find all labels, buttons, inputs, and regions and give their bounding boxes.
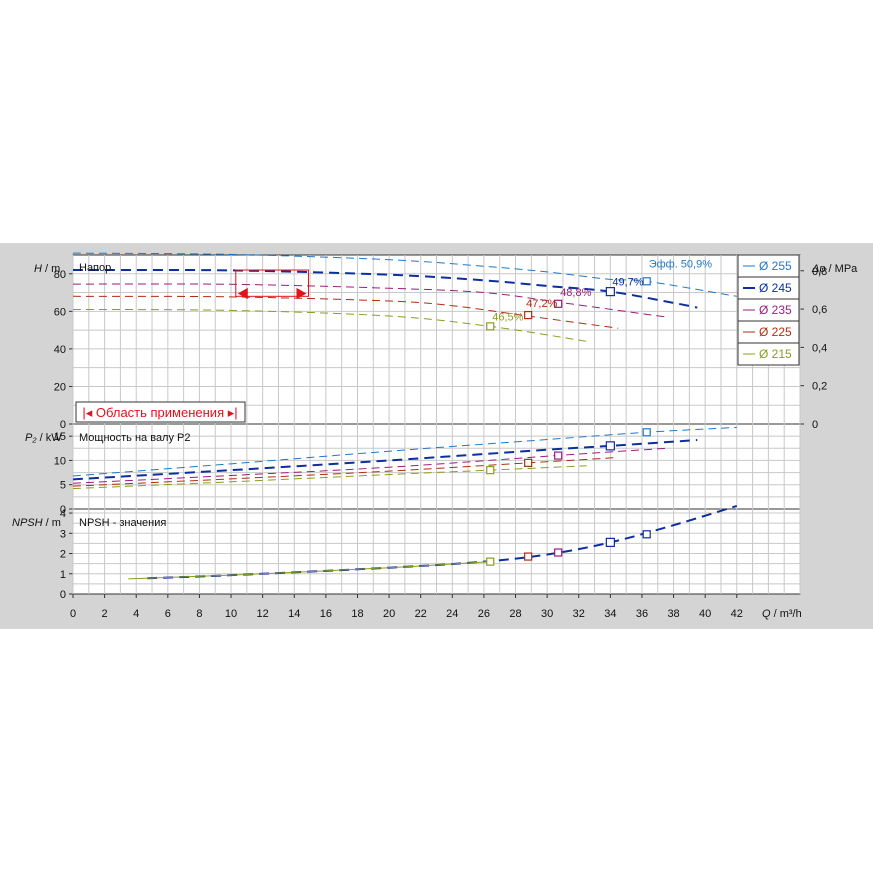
power-point-3	[524, 458, 533, 467]
mpa-tick-label: 0,6	[812, 304, 827, 316]
x-tick-label: 4	[133, 608, 139, 620]
application-range-rect	[235, 269, 309, 297]
power-y-tick-label: 10	[54, 455, 66, 467]
range-right-arrow	[296, 287, 307, 300]
npsh-point-extra-1	[642, 530, 651, 539]
npsh-y-tick-label: 3	[60, 528, 66, 540]
efficiency-label-3: 47,2%	[526, 298, 557, 310]
head-panel-title: Напор	[79, 262, 111, 274]
x-tick-label: 12	[257, 608, 269, 620]
power-panel-title: Мощность на валу P2	[79, 432, 191, 444]
mpa-tick-label: 0,8	[812, 266, 827, 278]
x-tick-label: 36	[636, 608, 648, 620]
head-curve-2	[72, 283, 666, 318]
npsh-point-2	[554, 548, 563, 557]
x-tick-label: 34	[604, 608, 616, 620]
x-tick-label: 10	[225, 608, 237, 620]
npsh-axis-label: NPSH / m	[12, 517, 61, 529]
power-curve-2	[72, 447, 666, 484]
efficiency-point-2	[554, 299, 563, 308]
x-tick-label: 24	[446, 608, 458, 620]
power-axis-label: P₂ / kW	[25, 432, 62, 444]
x-axis-label: Q / m³/h	[762, 608, 802, 620]
x-tick-label: 38	[667, 608, 679, 620]
x-tick-label: 2	[102, 608, 108, 620]
x-tick-label: 14	[288, 608, 300, 620]
x-tick-label: 6	[165, 608, 171, 620]
npsh-y-tick-label: 2	[60, 549, 66, 561]
efficiency-point-0	[642, 277, 651, 286]
x-tick-label: 26	[478, 608, 490, 620]
legend-label-4: Ø 215	[759, 347, 792, 361]
head-curve-0	[72, 252, 737, 297]
head-y-tick-label: 80	[54, 269, 66, 281]
mpa-tick-label: 0,2	[812, 381, 827, 393]
efficiency-label-2: 48,8%	[560, 287, 591, 299]
power-point-2	[554, 451, 563, 460]
legend-label-2: Ø 235	[759, 303, 792, 317]
npsh-point-3	[524, 552, 533, 561]
npsh-y-tick-label: 1	[60, 569, 66, 581]
power-point-0	[642, 428, 651, 437]
power-curve-3	[72, 457, 619, 487]
x-tick-label: 0	[70, 608, 76, 620]
range-left-arrow	[237, 287, 248, 300]
efficiency-point-4	[486, 322, 495, 331]
x-tick-label: 22	[415, 608, 427, 620]
x-tick-label: 18	[351, 608, 363, 620]
power-point-4	[486, 466, 495, 475]
pressure-axis-label: Δp / MPa	[811, 263, 858, 275]
x-tick-label: 28	[509, 608, 521, 620]
head-curve-4	[72, 308, 587, 342]
head-y-tick-label: 0	[60, 419, 66, 431]
pump-curve-panel: 0 20 40 60 80 0 5 10 15 0 1 2 3 4 0 0,2 0,4 0,6 0,8 0 2 4 6 8 10…	[0, 243, 873, 629]
power-y-tick-label: 0	[60, 504, 66, 516]
head-curve-3	[72, 295, 619, 329]
application-area-box	[75, 401, 246, 423]
x-tick-label: 30	[541, 608, 553, 620]
npsh-curve-4	[128, 561, 491, 580]
head-y-tick-label: 60	[54, 306, 66, 318]
efficiency-label-0: Эфф. 50,9%	[649, 258, 713, 270]
efficiency-label-1: 49,7%	[612, 277, 643, 289]
legend-label-1: Ø 245	[759, 281, 792, 295]
power-y-tick-label: 15	[54, 431, 66, 443]
power-y-tick-label: 5	[60, 480, 66, 492]
x-tick-label: 20	[383, 608, 395, 620]
x-tick-label: 8	[196, 608, 202, 620]
mpa-tick-label: 0	[812, 419, 818, 431]
head-curve-1	[72, 268, 698, 309]
x-tick-label: 32	[573, 608, 585, 620]
x-tick-label: 40	[699, 608, 711, 620]
power-point-1	[605, 441, 615, 451]
legend-item-4	[737, 342, 800, 366]
npsh-point-4	[486, 557, 495, 566]
x-tick-label: 16	[320, 608, 332, 620]
legend-label-0: Ø 255	[759, 259, 792, 273]
application-area-label: |◂ Область применения ▸|	[82, 405, 237, 420]
efficiency-label-4: 46,5%	[492, 311, 523, 323]
power-curve-4	[72, 465, 587, 490]
npsh-curve-1	[147, 505, 738, 580]
efficiency-point-3	[524, 310, 533, 320]
head-y-tick-label: 20	[54, 381, 66, 393]
head-axis-label: H / m	[34, 263, 60, 275]
head-y-tick-label: 40	[54, 344, 66, 356]
efficiency-point-1	[605, 287, 615, 297]
npsh-point-1	[605, 537, 615, 547]
mpa-tick-label: 0,4	[812, 342, 827, 354]
npsh-y-tick-label: 0	[60, 589, 66, 601]
npsh-y-tick-label: 4	[60, 508, 66, 520]
npsh-panel-title: NPSH - значения	[79, 517, 166, 529]
power-curve-1	[72, 439, 698, 481]
legend-label-3: Ø 225	[759, 325, 792, 339]
x-tick-label: 42	[731, 608, 743, 620]
